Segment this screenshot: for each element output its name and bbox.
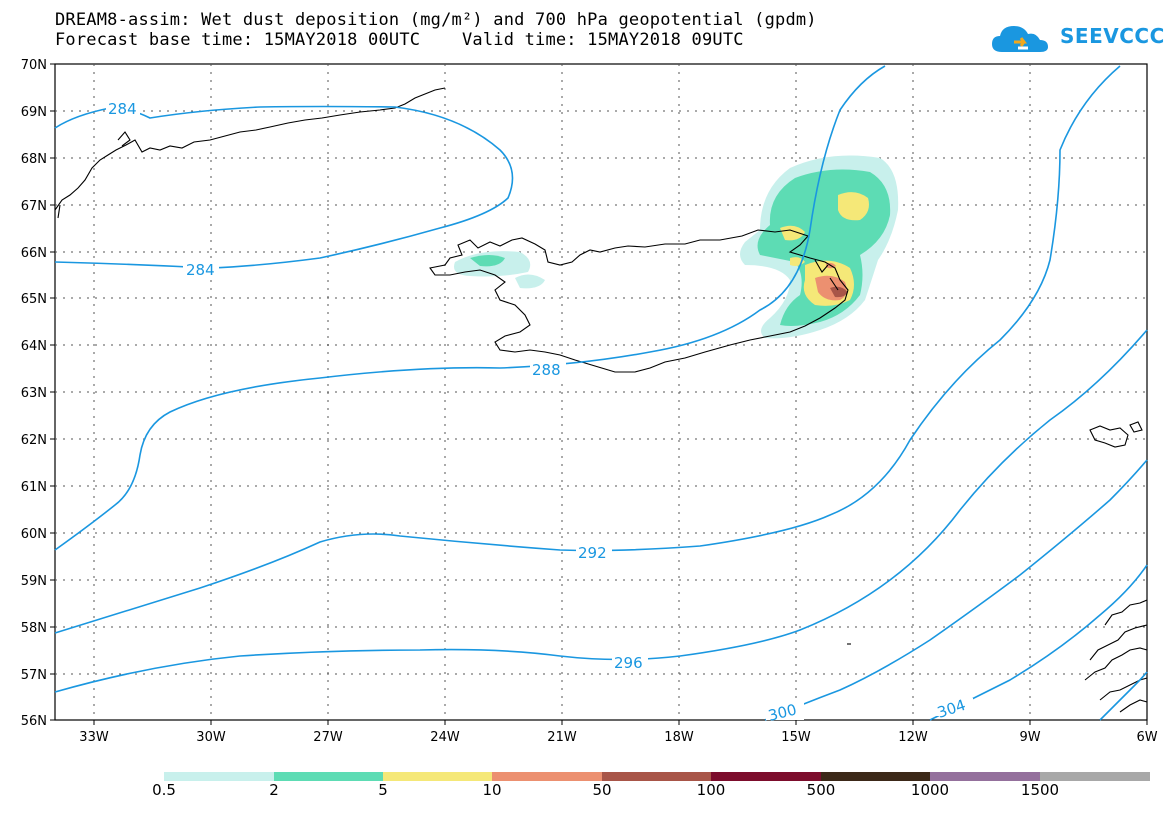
lat-label: 67N (21, 199, 47, 214)
legend-swatch (164, 772, 274, 781)
legend-swatch (1040, 772, 1150, 781)
lon-label: 6W (1136, 730, 1157, 745)
contour-label: 284 (186, 261, 215, 279)
lat-label: 69N (21, 105, 47, 120)
dust-deposition-field (454, 155, 899, 339)
lon-label: 18W (664, 730, 694, 745)
legend-swatch (492, 772, 602, 781)
lat-label: 59N (21, 574, 47, 589)
logo-text: SEEVCCC (1060, 24, 1165, 48)
legend-swatch (274, 772, 383, 781)
cloud-icon (992, 26, 1048, 52)
legend-label: 50 (592, 781, 612, 799)
lon-label: 33W (79, 730, 109, 745)
legend-label: 2 (269, 781, 279, 799)
contour-label: 296 (614, 654, 643, 672)
lat-label: 70N (21, 58, 47, 73)
contour-label: 288 (532, 361, 561, 379)
lon-label: 12W (898, 730, 928, 745)
legend-label: 500 (806, 781, 836, 799)
chart-title: DREAM8-assim: Wet dust deposition (mg/m²… (55, 10, 817, 30)
legend-label: 100 (696, 781, 726, 799)
legend-label: 0.5 (152, 781, 176, 799)
axis-ticks (50, 63, 1148, 725)
lat-label: 68N (21, 152, 47, 167)
lat-label: 65N (21, 292, 47, 307)
lon-label: 21W (547, 730, 577, 745)
legend-swatch (821, 772, 930, 781)
coastline (54, 87, 1148, 713)
lat-label: 56N (21, 714, 47, 729)
lon-label: 30W (196, 730, 226, 745)
legend-label: 10 (482, 781, 502, 799)
lat-label: 64N (21, 339, 47, 354)
latitude-labels: 70N 69N 68N 67N 66N 65N 64N 63N 62N 61N … (21, 58, 47, 729)
legend-label: 5 (378, 781, 388, 799)
lat-label: 66N (21, 246, 47, 261)
legend-label: 1500 (1020, 781, 1060, 799)
contour-label: 292 (578, 544, 607, 562)
lon-label: 27W (313, 730, 343, 745)
lat-label: 61N (21, 480, 47, 495)
lon-label: 9W (1019, 730, 1040, 745)
lat-label: 57N (21, 668, 47, 683)
legend-swatch (930, 772, 1040, 781)
graticule (55, 64, 1147, 720)
contour-label: 284 (108, 100, 137, 118)
legend-swatch (602, 772, 711, 781)
chart-subtitle: Forecast base time: 15MAY2018 00UTC Vali… (55, 30, 744, 50)
lat-label: 63N (21, 386, 47, 401)
longitude-labels: 33W 30W 27W 24W 21W 18W 15W 12W 9W 6W (79, 730, 1157, 745)
legend-swatch (711, 772, 821, 781)
legend-label: 1000 (910, 781, 950, 799)
contour-label-backgrounds (106, 99, 973, 720)
lat-label: 60N (21, 527, 47, 542)
legend-swatch (383, 772, 492, 781)
lat-label: 58N (21, 621, 47, 636)
lon-label: 15W (781, 730, 811, 745)
lat-label: 62N (21, 433, 47, 448)
lon-label: 24W (430, 730, 460, 745)
geopotential-contours (54, 65, 1148, 721)
